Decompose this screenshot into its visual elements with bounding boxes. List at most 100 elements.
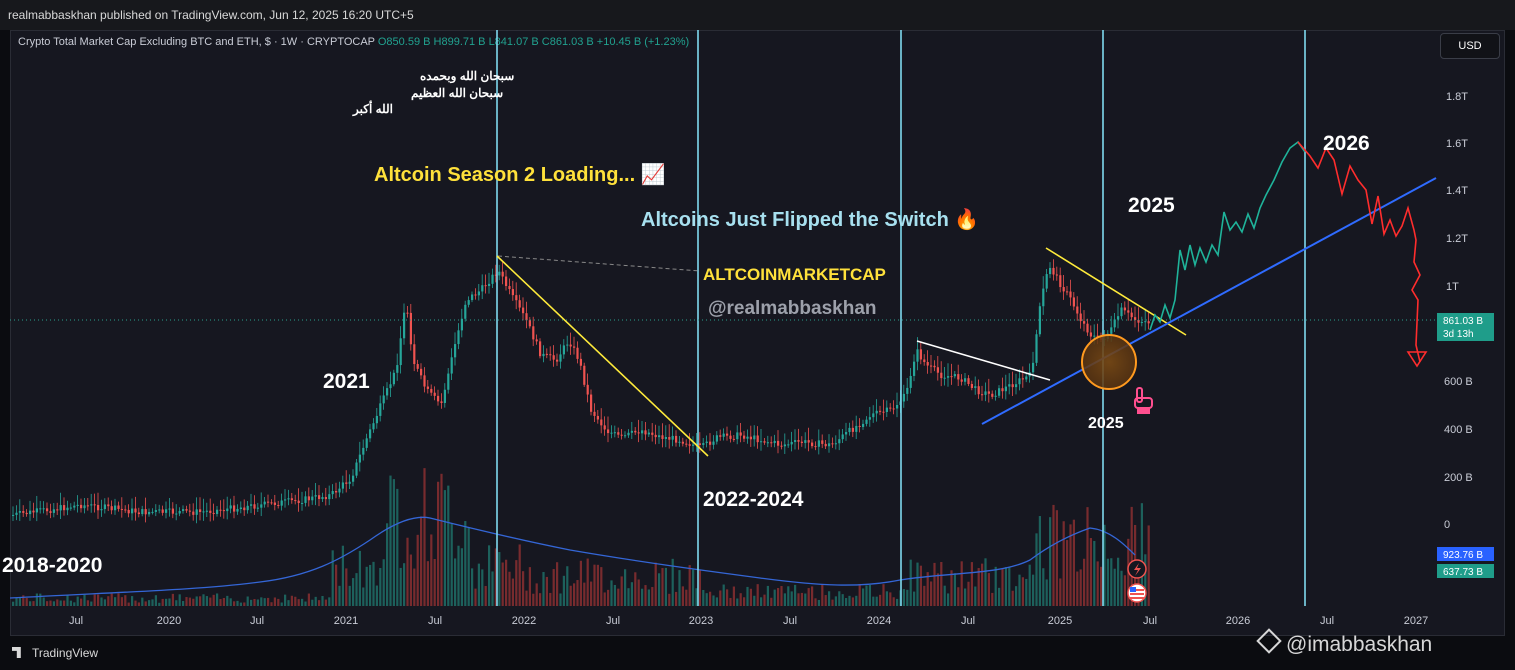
candle-body [362, 447, 365, 455]
candle-body [97, 504, 100, 511]
volume-bar [430, 534, 433, 606]
bear-trendline [496, 255, 709, 457]
candle-body [335, 491, 338, 493]
2024-trendline [916, 340, 1051, 381]
volume-bar [273, 597, 276, 606]
volume-bar [335, 564, 338, 606]
volume-bar [447, 485, 450, 606]
volume-bar [967, 581, 970, 606]
volume-bar [1021, 577, 1024, 606]
candle-body [1066, 291, 1069, 293]
volume-bar [372, 561, 375, 606]
candle-body [263, 501, 266, 505]
volume-bar [984, 558, 987, 606]
candle-body [692, 444, 695, 446]
volume-bar [848, 595, 851, 606]
volume-bar [212, 594, 215, 606]
candle-body [994, 395, 997, 397]
volume-bar [233, 601, 236, 606]
volume-bars [12, 468, 1150, 606]
projection-down-arrow [1406, 351, 1428, 368]
candle-body [80, 504, 83, 509]
candle-body [273, 502, 276, 505]
candle-body [916, 349, 919, 362]
candle-body [1086, 323, 1089, 333]
candle-body [749, 436, 752, 440]
volume-bar [188, 597, 191, 606]
tradingview-brand[interactable]: TradingView [12, 646, 98, 660]
volume-bar [311, 599, 314, 606]
candle-body [222, 510, 225, 512]
candle-body [416, 364, 419, 369]
volume-bar [851, 597, 854, 606]
volume-bar [964, 588, 967, 606]
candle-body [906, 387, 909, 394]
chart-panel[interactable] [10, 30, 1505, 636]
candle-body [695, 443, 698, 445]
volume-bar [600, 567, 603, 606]
candle-body [134, 508, 137, 513]
price-tick: 1.6T [1446, 138, 1468, 150]
volume-bar [406, 537, 409, 606]
volume-bar [216, 593, 219, 606]
volume-bar [56, 599, 59, 606]
candle-body [838, 439, 841, 444]
currency-button[interactable]: USD [1440, 33, 1500, 59]
volume-bar [185, 597, 188, 606]
candle-body [467, 300, 470, 305]
volume-bar [134, 600, 137, 606]
candle-body [953, 374, 956, 377]
lightning-icon[interactable] [1127, 559, 1147, 579]
candle-body [25, 512, 28, 515]
volume-bar [634, 572, 637, 606]
volume-bar [433, 558, 436, 606]
volume-bar [270, 602, 273, 606]
candle-body [1032, 362, 1035, 373]
candle-body [1015, 384, 1018, 388]
volume-bar [420, 516, 423, 606]
volume-bar [1117, 557, 1120, 606]
candle-body [355, 462, 358, 476]
arabic-line-1: سبحان الله وبحمده [420, 69, 514, 84]
current-price-tag: 861.03 B [1443, 316, 1483, 327]
candle-body [440, 401, 443, 403]
candle-body [182, 509, 185, 512]
volume-bar [1093, 540, 1096, 606]
volume-bar [1110, 558, 1113, 606]
candle-body [413, 344, 416, 365]
volume-bar [505, 559, 508, 606]
volume-bar [1130, 506, 1133, 606]
candle-body [1117, 316, 1120, 320]
volume-bar [52, 601, 55, 606]
candle-body [542, 353, 545, 357]
volume-bar [1059, 578, 1062, 606]
us-flag-icon[interactable] [1127, 583, 1147, 603]
symbol-legend[interactable]: Crypto Total Market Cap Excluding BTC an… [18, 36, 689, 48]
binance-diamond-icon [1256, 628, 1282, 654]
candle-body [923, 359, 926, 363]
volume-bar [624, 569, 627, 606]
candle-body [1147, 321, 1150, 324]
candle-body [277, 504, 280, 506]
volume-bar [1038, 516, 1041, 606]
candle-body [930, 365, 933, 367]
volume-bar [569, 585, 572, 606]
candle-body [382, 395, 385, 404]
candle-body [158, 509, 161, 511]
candle-body [685, 443, 688, 445]
volume-bar [39, 593, 42, 606]
price-tick: 1T [1446, 281, 1459, 293]
volume-bar [1004, 567, 1007, 606]
volume-bar [838, 591, 841, 606]
volume-bar [916, 562, 919, 606]
candle-body [552, 355, 555, 360]
volume-bar [1008, 567, 1011, 606]
time-axis: Jul 2020 Jul 2021 Jul 2022 Jul 2023 Jul … [69, 615, 1428, 627]
volume-bar [392, 479, 395, 606]
volume-bar [440, 473, 443, 606]
volume-bar [1049, 517, 1052, 606]
market-cap-label: ALTCOINMARKETCAP [703, 265, 886, 284]
candle-body [178, 511, 181, 514]
volume-bar [542, 572, 545, 606]
